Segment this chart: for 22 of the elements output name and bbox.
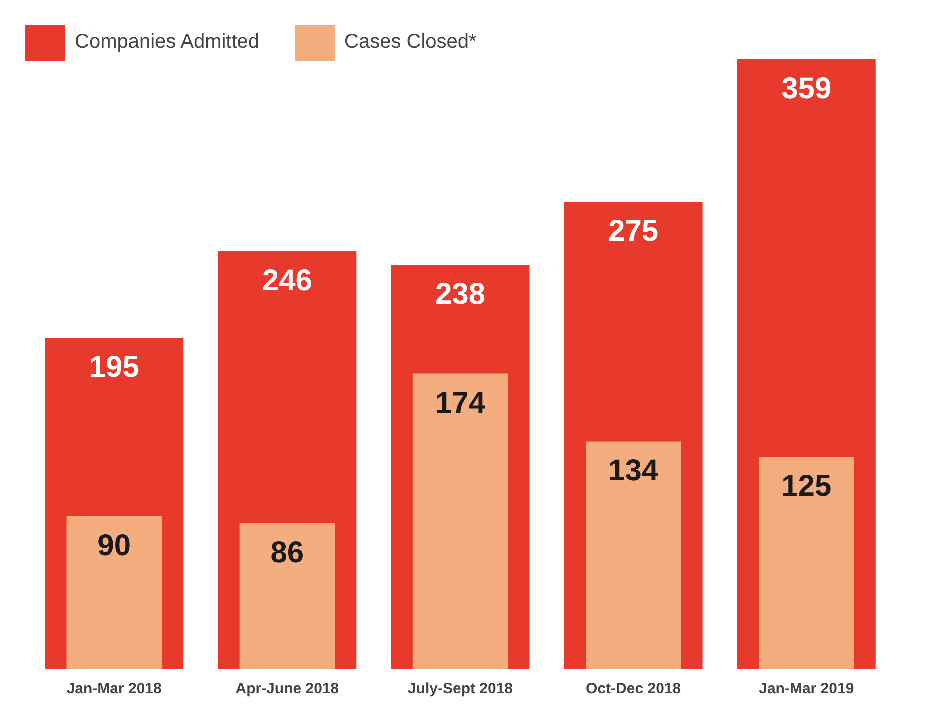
x-tick-label: July-Sept 2018 (408, 680, 514, 698)
data-label: 238 (435, 278, 486, 311)
data-label: 125 (782, 470, 832, 504)
data-label: 90 (98, 530, 132, 563)
x-tick-label: Jan-Mar 2019 (759, 680, 854, 698)
data-label: 359 (782, 72, 832, 106)
bar (240, 523, 336, 670)
bar (586, 442, 682, 670)
data-label: 246 (262, 264, 312, 298)
data-label: 275 (608, 215, 659, 248)
data-label: 134 (608, 454, 659, 488)
data-label: 195 (89, 351, 140, 384)
x-tick-label: Apr-June 2018 (236, 680, 340, 698)
data-label: 86 (270, 536, 304, 570)
data-label: 174 (435, 386, 486, 420)
bar (66, 516, 162, 670)
bar (412, 374, 508, 670)
x-tick-label: Jan-Mar 2018 (66, 680, 162, 698)
legend-label: Cases Closed* (344, 31, 477, 54)
bar (759, 457, 854, 670)
legend-label: Companies Admitted (75, 31, 260, 54)
x-tick-label: Oct-Dec 2018 (586, 680, 682, 698)
